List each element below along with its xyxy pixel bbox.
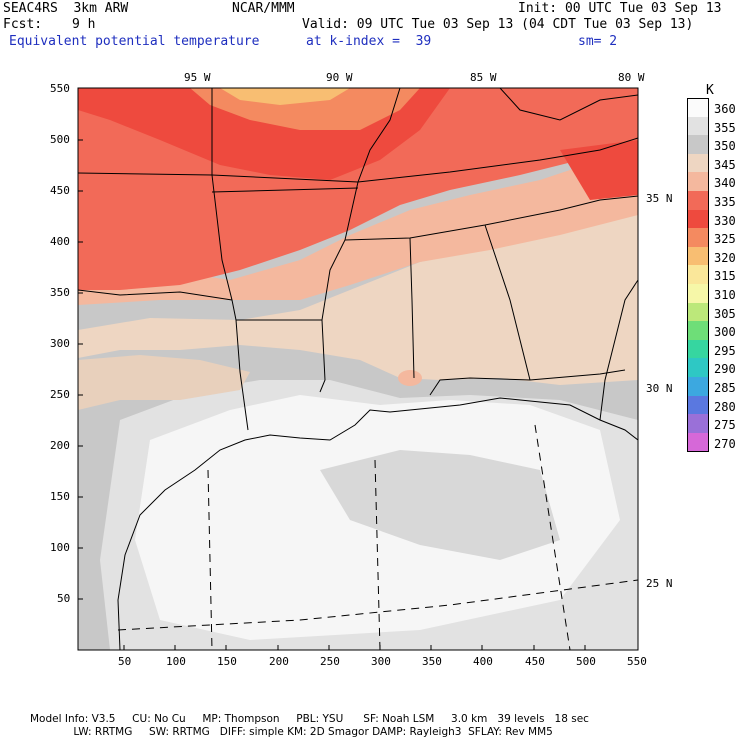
colorbar-label: 290 (714, 362, 736, 377)
colorbar-label: 330 (714, 213, 736, 228)
coastline (117, 397, 638, 650)
colorbar-swatch (687, 302, 709, 322)
colorbar-swatch (687, 358, 709, 378)
colorbar-swatch (687, 153, 709, 173)
valid-time: Valid: 09 UTC Tue 03 Sep 13 (04 CDT Tue … (302, 17, 694, 32)
colorbar-label: 360 (714, 102, 736, 116)
lon-label: 85 W (470, 71, 497, 84)
colorbar-swatch (687, 116, 709, 136)
y-tick: 350 (50, 286, 70, 299)
model-info-line1: Model Info: V3.5 CU: No Cu MP: Thompson … (30, 713, 589, 725)
field-light-orange (220, 88, 350, 105)
x-tick: 250 (320, 655, 340, 668)
colorbar-label: 275 (714, 418, 736, 433)
field-salmon-band (78, 150, 638, 305)
graticule (117, 424, 638, 650)
x-tick: 550 (627, 655, 647, 668)
init-time: Init: 00 UTC Tue 03 Sep 13 (518, 1, 722, 16)
colorbar-swatch (687, 377, 709, 397)
colorbar-label: 285 (714, 381, 736, 395)
colorbar-swatch (687, 395, 709, 415)
x-tick: 400 (473, 655, 493, 668)
x-tick: 500 (576, 655, 596, 668)
colorbar-label: 300 (714, 325, 736, 340)
colorbar-label: 325 (714, 232, 736, 247)
theta-e-map (77, 87, 639, 651)
y-tick: 250 (50, 388, 70, 401)
colorbar-label: 315 (714, 269, 736, 284)
colorbar-swatch (687, 209, 709, 229)
model-title: SEAC4RS 3km ARW (3, 1, 129, 16)
colorbar-label: 320 (714, 250, 736, 265)
colorbar-swatch (687, 191, 709, 211)
y-tick: 50 (57, 592, 71, 605)
colorbar-label: 345 (714, 157, 736, 172)
y-tick: 400 (50, 235, 70, 248)
colorbar-swatch (687, 135, 709, 155)
colorbar-label: 305 (714, 306, 736, 321)
y-tick: 150 (50, 490, 70, 503)
map-frame (77, 87, 639, 651)
colorbar-swatch (687, 432, 709, 452)
x-tick: 350 (422, 655, 442, 668)
lon-label: 90 W (326, 71, 353, 84)
lon-label: 95 W (184, 71, 211, 84)
x-tick: 300 (371, 655, 391, 668)
y-tick: 450 (50, 184, 70, 197)
colorbar-swatch (687, 284, 709, 304)
colorbar-swatch (687, 172, 709, 192)
fcst-label: Fcst: (3, 17, 43, 32)
y-tick: 550 (50, 82, 70, 95)
colorbar-swatch (687, 339, 709, 359)
y-tick: 300 (50, 337, 70, 350)
field-name: Equivalent potential temperature (9, 34, 260, 49)
colorbar-swatch (687, 321, 709, 341)
colorbar-unit: K (706, 83, 714, 98)
smoothing-label: sm= 2 (578, 34, 618, 49)
x-tick: 450 (525, 655, 545, 668)
field-red-east (560, 140, 638, 200)
colorbar-swatch (687, 265, 709, 285)
axis-ticks (78, 139, 586, 650)
model-info-line2: LW: RRTMG SW: RRTMG DIFF: simple KM: 2D … (30, 726, 553, 738)
x-tick: 200 (269, 655, 289, 668)
colorbar-swatch (687, 414, 709, 434)
field-land-tan (78, 205, 638, 385)
y-tick: 200 (50, 439, 70, 452)
colorbar-label: 270 (714, 436, 736, 451)
florida-coast (599, 279, 638, 421)
colorbar-label: 295 (714, 343, 736, 358)
field-gulf-gray (320, 450, 560, 560)
y-tick: 100 (50, 541, 70, 554)
x-tick: 100 (166, 655, 186, 668)
colorbar-swatch (687, 98, 709, 118)
colorbar-label: 350 (714, 139, 736, 154)
colorbar-label: 280 (714, 399, 736, 414)
colorbar-label: 355 (714, 120, 736, 135)
y-tick: 500 (50, 133, 70, 146)
field-spot (398, 370, 422, 386)
lat-label: 25 N (646, 577, 673, 590)
colorbar-swatch (687, 228, 709, 248)
x-tick: 50 (118, 655, 132, 668)
lat-label: 30 N (646, 382, 673, 395)
level-label: at k-index = 39 (306, 34, 432, 49)
lon-label: 80 W (618, 71, 645, 84)
fcst-value: 9 h (72, 17, 96, 32)
state-borders (78, 88, 638, 431)
colorbar-label: 335 (714, 195, 736, 209)
lat-label: 35 N (646, 192, 673, 205)
x-tick: 150 (217, 655, 237, 668)
colorbar-label: 340 (714, 176, 736, 191)
colorbar-swatch (687, 246, 709, 266)
field-texas-tan (78, 355, 250, 410)
center-name: NCAR/MMM (232, 1, 295, 16)
colorbar-label: 310 (714, 288, 736, 302)
